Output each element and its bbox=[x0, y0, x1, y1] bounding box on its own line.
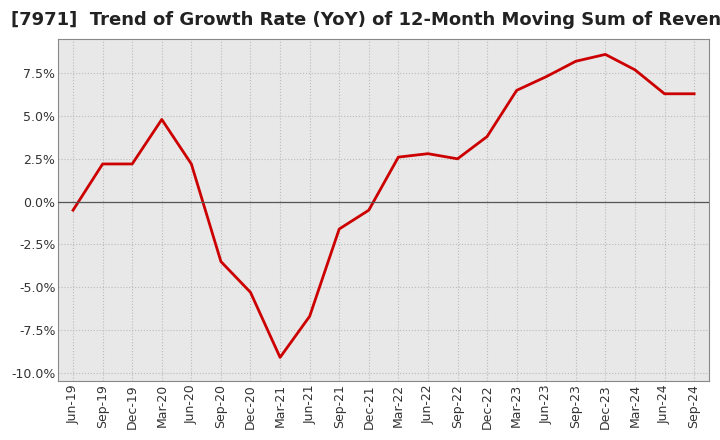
Title: [7971]  Trend of Growth Rate (YoY) of 12-Month Moving Sum of Revenues: [7971] Trend of Growth Rate (YoY) of 12-… bbox=[11, 11, 720, 29]
